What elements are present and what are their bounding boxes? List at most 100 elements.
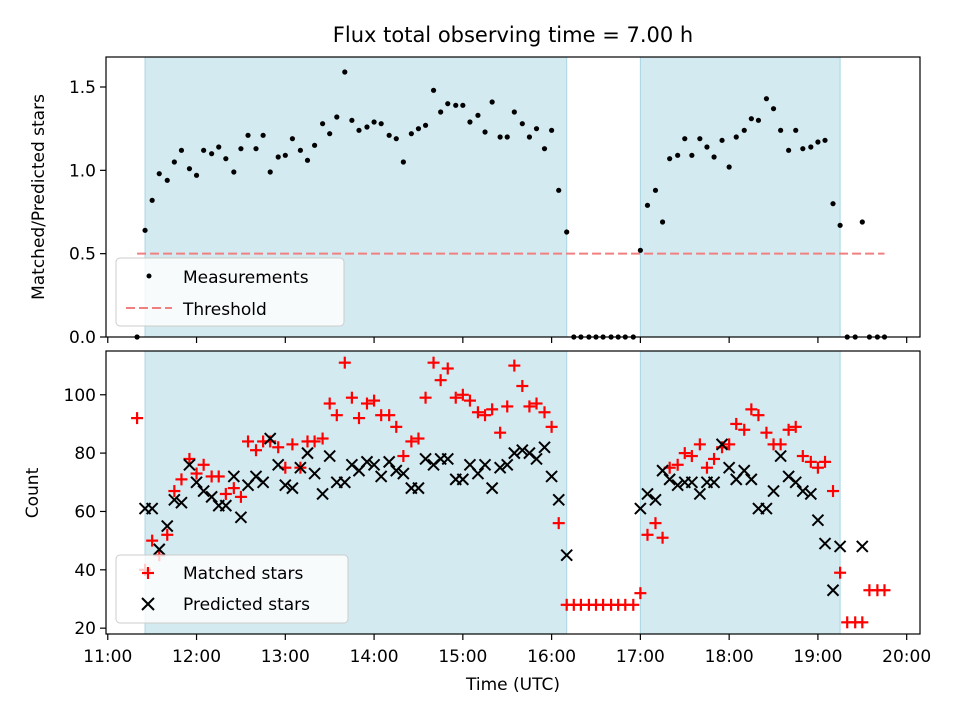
matched-star-point (352, 412, 365, 425)
predicted-star-point (745, 473, 758, 486)
predicted-star-b (685, 476, 699, 489)
predicted-star-point (818, 537, 832, 550)
matched-star-point (397, 450, 410, 463)
predicted-star-b (279, 478, 292, 492)
predicted-star-point (190, 476, 203, 489)
predicted-star-b (338, 476, 351, 489)
matched-star-point (390, 420, 403, 433)
measurement-point (859, 219, 865, 225)
predicted-star-point (760, 502, 773, 515)
measurement-point (386, 132, 392, 138)
predicted-star-b (471, 467, 485, 480)
predicted-star-point (441, 452, 454, 466)
predicted-star-b (634, 502, 647, 515)
predicted-star-point (560, 549, 573, 562)
legend-predicted-marker (141, 597, 155, 611)
predicted-star-point (294, 461, 307, 474)
matched-star-point (242, 435, 255, 448)
matched-star-point (441, 362, 454, 375)
matched-star-point (552, 517, 565, 530)
predicted-star-b (545, 470, 558, 483)
predicted-star-point (374, 470, 388, 483)
measurement-point (667, 156, 673, 162)
predicted-star-b (789, 476, 802, 489)
predicted-star-point (485, 481, 499, 495)
predicted-star-point (796, 484, 810, 498)
predicted-star-point (367, 458, 381, 471)
predicted-star-b (804, 487, 818, 501)
predicted-star-point (205, 490, 218, 504)
predicted-star-b (190, 476, 203, 489)
matched-star-point (338, 356, 351, 369)
predicted-star-b (516, 443, 529, 457)
predicted-star-b (168, 493, 181, 507)
measurement-point (393, 136, 399, 142)
predicted-star-b (663, 473, 676, 486)
matched-star-point (730, 417, 743, 430)
matched-star-point (146, 534, 159, 547)
measurement-point (142, 227, 148, 233)
predicted-star-b (641, 487, 654, 501)
matched-star-point (405, 435, 418, 448)
predicted-star-b (183, 458, 196, 471)
matched-star-point (197, 458, 210, 471)
measurement-point (564, 229, 570, 235)
predicted-star-point (634, 502, 647, 515)
predicted-star-point (552, 493, 565, 507)
predicted-star-b (811, 514, 825, 527)
matched-star-point (456, 388, 469, 401)
matched-star-point (368, 394, 381, 407)
measurement-point (497, 134, 503, 140)
predicted-star-b (818, 537, 832, 550)
measurement-point (193, 172, 200, 178)
predicted-star-b (272, 458, 285, 471)
predicted-star-point (397, 467, 410, 480)
bottom-panel: 20 40 60 80 100 11:00 12:00 13:00 14:00 15:00 16:… (23, 350, 931, 695)
top-ytick-label: 0.5 (69, 245, 96, 265)
matched-star-point (530, 397, 543, 410)
predicted-star-b (219, 499, 233, 512)
bottom-ytick-label: 20 (74, 619, 96, 639)
measurement-point (400, 159, 406, 165)
measurement-point (253, 146, 259, 152)
predicted-star-b (234, 511, 248, 524)
predicted-star-b (390, 464, 403, 477)
matched-star-point (434, 374, 447, 387)
predicted-star-b (323, 449, 336, 463)
predicted-star-point (774, 449, 787, 463)
measurement-point (741, 127, 747, 133)
measurement-point (482, 129, 488, 135)
predicted-star-point (382, 455, 396, 469)
predicted-star-b (367, 458, 381, 471)
matched-star-point (234, 490, 247, 503)
measurement-point (186, 166, 193, 172)
predicted-star-point (360, 455, 374, 469)
measurement-point (526, 134, 533, 140)
matched-star-point (678, 447, 691, 460)
matched-star-point (508, 359, 521, 372)
predicted-star-point (722, 461, 736, 474)
predicted-star-point (301, 446, 314, 460)
predicted-star-b (456, 473, 470, 486)
predicted-star-b (656, 464, 669, 477)
measurement-point (445, 101, 451, 107)
matched-star-point (796, 450, 809, 463)
measurement-point (171, 159, 177, 165)
predicted-star-point (256, 476, 270, 489)
measurement-point (282, 152, 288, 158)
bottom-xtick-label: 12:00 (172, 647, 221, 667)
predicted-star-b (345, 458, 359, 471)
predicted-star-b (286, 481, 299, 495)
measurement-point (644, 202, 651, 208)
bottom-xtick-label: 16:00 (527, 647, 576, 667)
matched-star-point (175, 473, 188, 486)
matched-star-point (745, 403, 758, 416)
top-ytick-label: 1.0 (69, 161, 96, 181)
matched-star-point (723, 438, 736, 451)
predicted-star-b (485, 481, 499, 495)
matched-star-point (738, 423, 751, 436)
measurement-point (659, 219, 666, 225)
measurement-point (719, 137, 725, 143)
bottom-xtick-label: 17:00 (616, 647, 665, 667)
predicted-star-b (856, 540, 869, 553)
